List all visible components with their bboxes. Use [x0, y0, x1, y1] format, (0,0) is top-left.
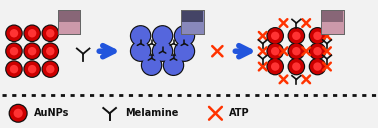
Ellipse shape [6, 61, 22, 77]
Ellipse shape [131, 42, 150, 61]
Ellipse shape [28, 47, 36, 55]
Bar [182, 10, 203, 22]
Ellipse shape [25, 61, 40, 77]
Ellipse shape [46, 29, 54, 38]
Ellipse shape [313, 62, 322, 71]
Ellipse shape [23, 60, 41, 78]
Ellipse shape [266, 42, 284, 60]
Ellipse shape [288, 27, 305, 45]
Text: Melamine: Melamine [125, 108, 178, 118]
Ellipse shape [42, 60, 59, 78]
Ellipse shape [46, 65, 54, 73]
Ellipse shape [131, 26, 150, 45]
Ellipse shape [10, 29, 18, 38]
Ellipse shape [164, 56, 183, 75]
Ellipse shape [288, 42, 305, 60]
Ellipse shape [23, 42, 41, 60]
Ellipse shape [43, 26, 58, 41]
Ellipse shape [174, 40, 195, 62]
Ellipse shape [10, 105, 26, 122]
Ellipse shape [42, 42, 59, 60]
Bar [322, 10, 343, 22]
Ellipse shape [309, 27, 326, 45]
Ellipse shape [309, 58, 326, 75]
Ellipse shape [5, 42, 23, 60]
Ellipse shape [10, 65, 18, 73]
Ellipse shape [141, 55, 162, 76]
Ellipse shape [289, 28, 304, 44]
Ellipse shape [289, 59, 304, 74]
Ellipse shape [152, 40, 173, 62]
Ellipse shape [43, 61, 58, 77]
Ellipse shape [309, 42, 326, 60]
Ellipse shape [43, 44, 58, 59]
FancyBboxPatch shape [58, 10, 81, 34]
Ellipse shape [310, 59, 325, 74]
Ellipse shape [310, 28, 325, 44]
FancyBboxPatch shape [181, 10, 204, 34]
Ellipse shape [10, 47, 18, 55]
Ellipse shape [14, 109, 23, 118]
Ellipse shape [9, 104, 28, 123]
Ellipse shape [268, 44, 283, 59]
Ellipse shape [268, 28, 283, 44]
Ellipse shape [288, 58, 305, 75]
Ellipse shape [292, 47, 301, 55]
Ellipse shape [153, 42, 172, 61]
Ellipse shape [313, 32, 322, 40]
Ellipse shape [28, 29, 36, 38]
Ellipse shape [271, 62, 279, 71]
Ellipse shape [266, 27, 284, 45]
Ellipse shape [5, 60, 23, 78]
Ellipse shape [174, 25, 195, 47]
Ellipse shape [313, 47, 322, 55]
Ellipse shape [271, 32, 279, 40]
Ellipse shape [46, 47, 54, 55]
Bar [59, 10, 80, 22]
Ellipse shape [292, 32, 301, 40]
Ellipse shape [42, 24, 59, 42]
Ellipse shape [142, 56, 161, 75]
Ellipse shape [28, 65, 36, 73]
Ellipse shape [268, 59, 283, 74]
Ellipse shape [175, 42, 194, 61]
Ellipse shape [130, 25, 151, 47]
Ellipse shape [289, 44, 304, 59]
Ellipse shape [310, 44, 325, 59]
Ellipse shape [152, 25, 173, 47]
Ellipse shape [25, 44, 40, 59]
Ellipse shape [175, 26, 194, 45]
Text: AuNPs: AuNPs [34, 108, 70, 118]
Ellipse shape [6, 44, 22, 59]
Ellipse shape [153, 26, 172, 45]
Ellipse shape [23, 24, 41, 42]
Ellipse shape [6, 26, 22, 41]
Ellipse shape [130, 40, 151, 62]
Ellipse shape [292, 62, 301, 71]
FancyBboxPatch shape [321, 10, 344, 34]
Ellipse shape [163, 55, 184, 76]
Ellipse shape [266, 58, 284, 75]
Ellipse shape [271, 47, 279, 55]
Ellipse shape [25, 26, 40, 41]
Text: ATP: ATP [229, 108, 249, 118]
Ellipse shape [5, 24, 23, 42]
